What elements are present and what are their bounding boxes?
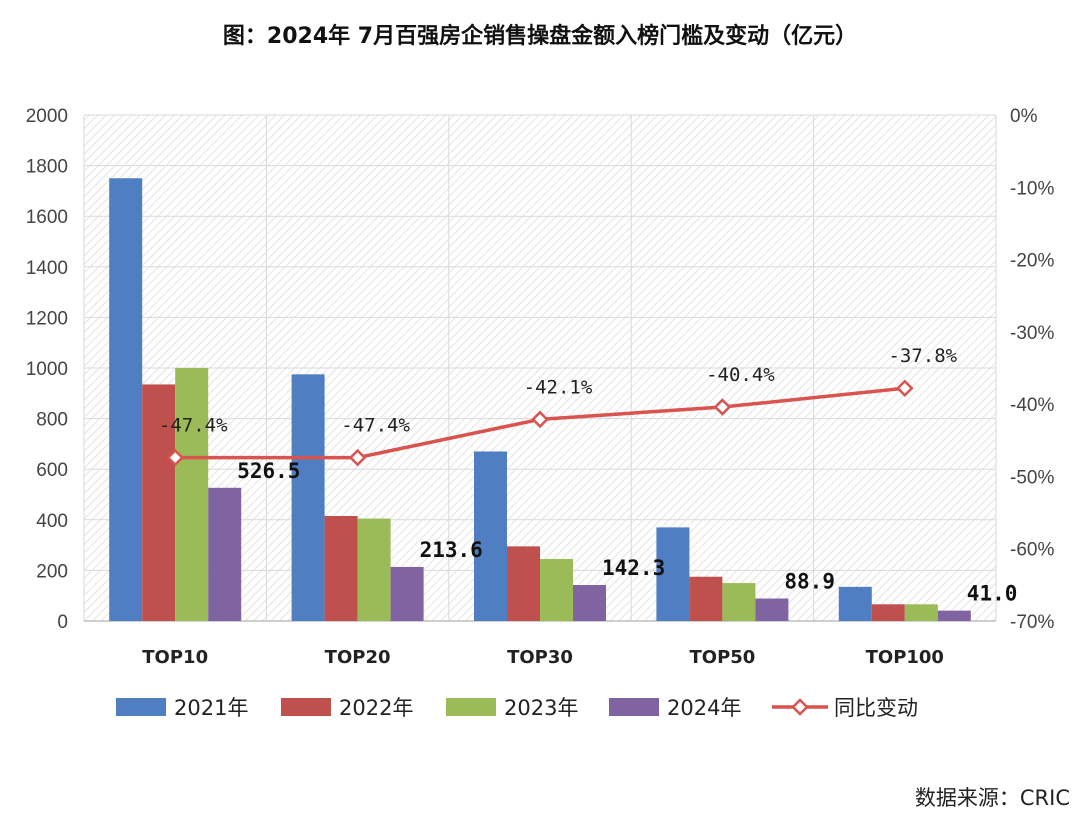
- bar-top10-2023: [175, 368, 209, 621]
- bar-top100-2023: [904, 604, 938, 621]
- yoy-marker: [531, 410, 549, 429]
- right-tick-label: -20%: [1010, 251, 1054, 272]
- legend-label: 2023年: [504, 696, 578, 720]
- bars: [109, 178, 971, 621]
- legend-label: 同比变动: [834, 696, 918, 720]
- yoy-line: [166, 379, 914, 467]
- right-tick-label: -30%: [1010, 323, 1054, 344]
- bar-top10-2022: [142, 384, 176, 621]
- left-tick-label: 400: [36, 511, 68, 532]
- yoy-marker: [713, 398, 732, 416]
- source-note: 数据来源：CRIC: [914, 786, 1070, 810]
- yoy-marker: [166, 448, 184, 467]
- bar-value-label: 88.9: [784, 570, 835, 594]
- bar-value-label: 526.5: [237, 459, 300, 483]
- legend-line-marker: [791, 698, 809, 716]
- legend-swatch: [446, 698, 496, 716]
- left-tick-label: 1000: [26, 359, 68, 380]
- bar-top100-2022: [871, 604, 905, 621]
- bar-top30-2024: [573, 584, 606, 621]
- category-label: TOP50: [689, 647, 755, 668]
- bar-top10-2021: [109, 178, 143, 621]
- left-tick-label: 1400: [26, 258, 68, 279]
- left-axis: 0 200 400 600 800 1000 1200 1400 1600 1800 2000: [26, 106, 68, 633]
- yoy-value-label: -40.4%: [706, 364, 775, 386]
- bar-top10-2024: [208, 487, 242, 621]
- yoy-value-label: -47.4%: [159, 415, 228, 437]
- right-axis: -70% -60% -50% -40% -30% -20% -10% 0%: [1010, 106, 1054, 633]
- left-tick-label: 600: [36, 460, 68, 481]
- yoy-value-label: -42.1%: [524, 376, 593, 398]
- category-label: TOP10: [142, 647, 208, 668]
- right-tick-label: -70%: [1010, 612, 1054, 633]
- legend: 2021年 2022年 2023年 2024年 同比变动: [116, 696, 918, 720]
- legend-label: 2022年: [339, 696, 413, 720]
- bar-value-label: 213.6: [420, 538, 483, 562]
- yoy-marker: [348, 448, 367, 467]
- yoy-value-label: -47.4%: [341, 415, 410, 437]
- gridlines: [83, 114, 997, 622]
- bar-top50-2024: [755, 598, 789, 621]
- legend-label: 2021年: [174, 696, 248, 720]
- left-tick-label: 200: [36, 561, 68, 582]
- bar-top100-2021: [838, 586, 872, 621]
- right-tick-label: 0%: [1010, 106, 1038, 127]
- left-tick-label: 1800: [26, 157, 68, 178]
- yoy-value-label: -37.8%: [888, 345, 957, 367]
- bar-top30-2022: [507, 546, 540, 621]
- yoy-marker: [896, 379, 914, 398]
- bar-top20-2023: [357, 518, 391, 621]
- bar-value-label: 142.3: [602, 556, 665, 580]
- bar-value-label: 41.0: [967, 582, 1018, 606]
- right-tick-label: -10%: [1010, 178, 1054, 199]
- right-tick-label: -40%: [1010, 395, 1054, 416]
- legend-swatch: [609, 698, 659, 716]
- right-tick-label: -50%: [1010, 467, 1054, 488]
- left-tick-label: 1600: [26, 207, 68, 228]
- left-tick-label: 800: [36, 410, 68, 431]
- category-label: TOP20: [325, 647, 391, 668]
- bar-top50-2022: [689, 576, 723, 621]
- bar-top50-2023: [722, 583, 756, 621]
- bar-top20-2021: [291, 374, 325, 621]
- chart-title: 图：2024年 7月百强房企销售操盘金额入榜门槛及变动（亿元）: [222, 24, 858, 49]
- legend-label: 2024年: [667, 696, 741, 720]
- right-tick-label: -60%: [1010, 540, 1054, 561]
- category-label: TOP30: [507, 647, 573, 668]
- legend-swatch: [116, 698, 166, 716]
- bar-top20-2024: [390, 566, 424, 621]
- bar-top30-2021: [474, 451, 507, 621]
- bar-top50-2021: [656, 527, 690, 621]
- bar-top30-2023: [540, 559, 573, 621]
- legend-swatch: [281, 698, 331, 716]
- left-tick-label: 0: [57, 612, 68, 633]
- bar-top100-2024: [937, 610, 971, 621]
- category-label: TOP100: [866, 647, 944, 668]
- left-tick-label: 2000: [26, 106, 68, 127]
- data-labels: 526.5 213.6 142.3 88.9 41.0 -47.4% -47.4% -42.1…: [159, 345, 1017, 605]
- bar-top20-2022: [324, 516, 358, 621]
- left-tick-label: 1200: [26, 308, 68, 329]
- category-labels: TOP10 TOP20 TOP30 TOP50 TOP100: [142, 647, 944, 668]
